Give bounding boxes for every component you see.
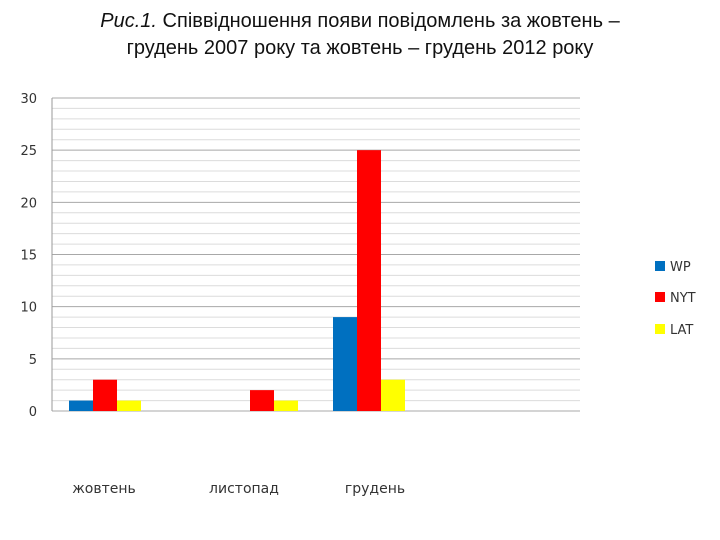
figure-label: Рис.1. xyxy=(100,10,157,32)
title-line-2: грудень 2007 року та жовтень – грудень 2… xyxy=(126,37,594,59)
y-tick-label: 0 xyxy=(29,405,37,420)
bar-lat xyxy=(381,379,405,411)
legend-swatch-lat xyxy=(655,324,665,334)
bar-nyt xyxy=(93,379,117,411)
y-tick-label: 20 xyxy=(20,196,37,211)
legend-swatch-wp xyxy=(655,261,665,271)
title-line-1: Співвідношення появи повідомлень за жовт… xyxy=(156,10,620,32)
x-category-label: листопад xyxy=(209,481,279,497)
y-tick-label: 15 xyxy=(20,249,37,264)
x-category-label: жовтень xyxy=(72,481,136,497)
legend-swatch-nyt xyxy=(655,292,665,302)
bar-nyt xyxy=(250,390,274,411)
y-tick-label: 25 xyxy=(20,144,37,159)
legend-label-nyt: NYT xyxy=(670,291,696,306)
legend-label-lat: LAT xyxy=(670,323,693,338)
bar-lat xyxy=(117,400,141,411)
y-tick-label: 10 xyxy=(20,301,37,316)
chart-title: Рис.1. Співвідношення появи повідомлень … xyxy=(0,8,720,62)
bar-wp xyxy=(69,400,93,411)
x-category-label: грудень xyxy=(345,481,405,497)
y-tick-label: 5 xyxy=(29,353,37,368)
bar-lat xyxy=(274,400,298,411)
bar-nyt xyxy=(357,150,381,411)
legend-label-wp: WP xyxy=(670,260,691,275)
bar-wp xyxy=(333,317,357,411)
y-tick-label: 30 xyxy=(20,92,37,107)
